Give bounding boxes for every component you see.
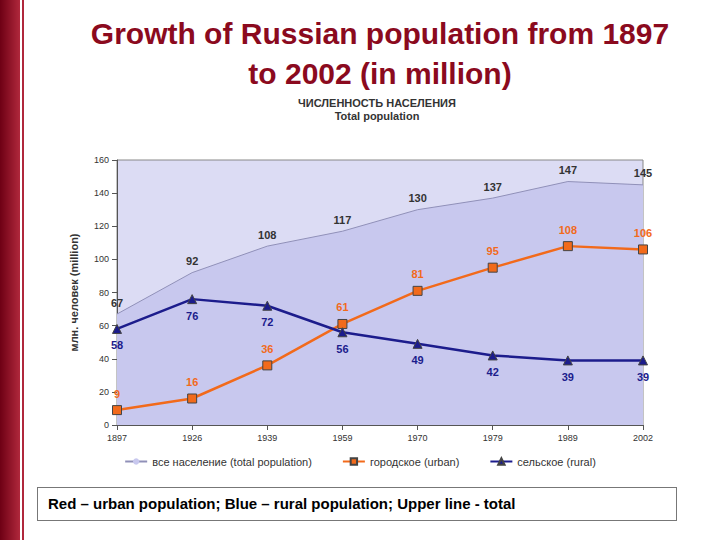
svg-text:39: 39: [637, 371, 649, 383]
svg-text:80: 80: [99, 288, 109, 298]
svg-text:1939: 1939: [257, 433, 277, 443]
svg-text:95: 95: [487, 245, 499, 257]
svg-text:92: 92: [186, 255, 198, 267]
svg-text:130: 130: [408, 192, 426, 204]
svg-text:67: 67: [111, 297, 123, 309]
svg-text:58: 58: [111, 339, 123, 351]
svg-text:120: 120: [94, 221, 109, 231]
svg-text:100: 100: [94, 254, 109, 264]
svg-text:145: 145: [634, 167, 652, 179]
svg-text:1959: 1959: [332, 433, 352, 443]
svg-text:56: 56: [336, 343, 348, 355]
svg-text:20: 20: [99, 387, 109, 397]
html-text:Red – urban population; Blue –: Red – urban population; Blue – rural pop…: [48, 495, 516, 512]
svg-text:81: 81: [411, 268, 423, 280]
svg-text:137: 137: [484, 181, 502, 193]
svg-text:39: 39: [562, 371, 574, 383]
svg-text:61: 61: [336, 301, 348, 313]
svg-text:140: 140: [94, 188, 109, 198]
svg-text:36: 36: [261, 343, 273, 355]
svg-text:1926: 1926: [182, 433, 202, 443]
svg-text:147: 147: [559, 164, 577, 176]
svg-text:72: 72: [261, 316, 273, 328]
svg-text:108: 108: [258, 229, 276, 241]
html-text:Growth of Russian population f: Growth of Russian population from 1897 t…: [90, 17, 670, 90]
svg-text:млн. человек (million): млн. человек (million): [68, 233, 80, 351]
svg-text:40: 40: [99, 354, 109, 364]
svg-text:16: 16: [186, 376, 198, 388]
svg-text:1989: 1989: [558, 433, 578, 443]
svg-text:1970: 1970: [408, 433, 428, 443]
svg-text:Total population: Total population: [335, 110, 420, 122]
svg-text:1979: 1979: [483, 433, 503, 443]
svg-text:1897: 1897: [107, 433, 127, 443]
svg-text:все население (total populatio: все население (total population): [152, 456, 312, 468]
svg-text:160: 160: [94, 155, 109, 165]
svg-text:108: 108: [559, 224, 577, 236]
svg-text:49: 49: [411, 354, 423, 366]
svg-text:9: 9: [114, 388, 120, 400]
svg-text:сельское (rural): сельское (rural): [517, 456, 595, 468]
svg-text:42: 42: [487, 366, 499, 378]
svg-text:76: 76: [186, 310, 198, 322]
svg-text:106: 106: [634, 227, 652, 239]
svg-text:0: 0: [104, 420, 109, 430]
svg-text:60: 60: [99, 321, 109, 331]
svg-text:городское (urban): городское (urban): [370, 456, 460, 468]
svg-text:117: 117: [334, 214, 352, 226]
svg-text:2002: 2002: [633, 433, 653, 443]
svg-text:ЧИСЛЕННОСТЬ НАСЕЛЕНИЯ: ЧИСЛЕННОСТЬ НАСЕЛЕНИЯ: [298, 97, 456, 109]
